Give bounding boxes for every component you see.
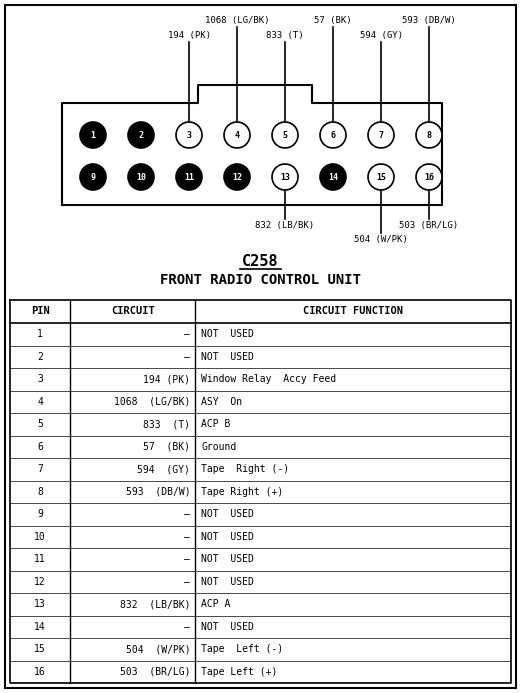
Text: Tape Left (+): Tape Left (+) xyxy=(202,667,278,677)
Text: 6: 6 xyxy=(37,441,43,452)
Text: 9: 9 xyxy=(91,173,95,182)
Text: 10: 10 xyxy=(34,532,46,542)
Text: 9: 9 xyxy=(37,509,43,519)
Text: 12: 12 xyxy=(232,173,242,182)
Text: 16: 16 xyxy=(34,667,46,677)
Text: CIRCUIT FUNCTION: CIRCUIT FUNCTION xyxy=(303,306,403,317)
Text: 1: 1 xyxy=(37,329,43,340)
Text: FRONT RADIO CONTROL UNIT: FRONT RADIO CONTROL UNIT xyxy=(159,273,361,287)
Text: 13: 13 xyxy=(34,599,46,609)
Text: Tape  Left (-): Tape Left (-) xyxy=(202,644,283,654)
Circle shape xyxy=(224,122,250,148)
Text: 504  (W/PK): 504 (W/PK) xyxy=(126,644,190,654)
Text: C258: C258 xyxy=(242,254,278,268)
Text: ASY  On: ASY On xyxy=(202,397,242,407)
Text: 593  (DB/W): 593 (DB/W) xyxy=(126,486,190,497)
Text: CIRCUIT: CIRCUIT xyxy=(111,306,155,317)
Text: 15: 15 xyxy=(376,173,386,182)
Text: 832  (LB/BK): 832 (LB/BK) xyxy=(120,599,190,609)
Text: —: — xyxy=(184,577,190,587)
Text: Tape Right (+): Tape Right (+) xyxy=(202,486,283,497)
Text: NOT  USED: NOT USED xyxy=(202,622,254,632)
Text: —: — xyxy=(184,509,190,519)
Text: 2: 2 xyxy=(37,352,43,362)
Circle shape xyxy=(128,164,154,190)
Text: 10: 10 xyxy=(136,173,146,182)
Text: 194 (PK): 194 (PK) xyxy=(167,31,210,40)
Text: Tape  Right (-): Tape Right (-) xyxy=(202,464,290,474)
Text: 194 (PK): 194 (PK) xyxy=(143,374,190,384)
Text: NOT  USED: NOT USED xyxy=(202,532,254,542)
Text: 833  (T): 833 (T) xyxy=(143,419,190,429)
Text: —: — xyxy=(184,532,190,542)
Text: 15: 15 xyxy=(34,644,46,654)
Text: 13: 13 xyxy=(280,173,290,182)
Text: —: — xyxy=(184,352,190,362)
Circle shape xyxy=(128,122,154,148)
Circle shape xyxy=(416,122,442,148)
Text: NOT  USED: NOT USED xyxy=(202,577,254,587)
Circle shape xyxy=(320,164,346,190)
Text: 8: 8 xyxy=(427,130,431,139)
Circle shape xyxy=(320,122,346,148)
Text: 594  (GY): 594 (GY) xyxy=(138,464,190,474)
Text: 6: 6 xyxy=(330,130,336,139)
Text: 14: 14 xyxy=(34,622,46,632)
Text: 3: 3 xyxy=(187,130,192,139)
Text: 14: 14 xyxy=(328,173,338,182)
Text: 594 (GY): 594 (GY) xyxy=(359,31,403,40)
Text: NOT  USED: NOT USED xyxy=(202,329,254,340)
Text: 57 (BK): 57 (BK) xyxy=(314,16,352,25)
Text: 504 (W/PK): 504 (W/PK) xyxy=(354,235,408,244)
Circle shape xyxy=(368,164,394,190)
Circle shape xyxy=(368,122,394,148)
Text: PIN: PIN xyxy=(31,306,49,317)
Text: 5: 5 xyxy=(37,419,43,429)
Circle shape xyxy=(176,164,202,190)
Text: 7: 7 xyxy=(378,130,383,139)
Text: 16: 16 xyxy=(424,173,434,182)
Circle shape xyxy=(80,164,106,190)
Text: 832 (LB/BK): 832 (LB/BK) xyxy=(255,221,315,230)
Circle shape xyxy=(176,122,202,148)
Text: 503 (BR/LG): 503 (BR/LG) xyxy=(400,221,458,230)
Text: 4: 4 xyxy=(234,130,240,139)
Text: —: — xyxy=(184,329,190,340)
Text: 57  (BK): 57 (BK) xyxy=(143,441,190,452)
Text: 11: 11 xyxy=(184,173,194,182)
Circle shape xyxy=(416,164,442,190)
Text: Window Relay  Accy Feed: Window Relay Accy Feed xyxy=(202,374,337,384)
Text: —: — xyxy=(184,622,190,632)
Text: 4: 4 xyxy=(37,397,43,407)
Text: 3: 3 xyxy=(37,374,43,384)
Text: NOT  USED: NOT USED xyxy=(202,509,254,519)
Text: ACP A: ACP A xyxy=(202,599,231,609)
Circle shape xyxy=(80,122,106,148)
Text: NOT  USED: NOT USED xyxy=(202,554,254,564)
Text: NOT  USED: NOT USED xyxy=(202,352,254,362)
Text: 2: 2 xyxy=(139,130,143,139)
Circle shape xyxy=(272,122,298,148)
Text: ACP B: ACP B xyxy=(202,419,231,429)
Text: 1068  (LG/BK): 1068 (LG/BK) xyxy=(114,397,190,407)
Text: 12: 12 xyxy=(34,577,46,587)
Text: 503  (BR/LG): 503 (BR/LG) xyxy=(120,667,190,677)
Text: 5: 5 xyxy=(282,130,288,139)
Text: 11: 11 xyxy=(34,554,46,564)
Text: Ground: Ground xyxy=(202,441,237,452)
Text: 7: 7 xyxy=(37,464,43,474)
Text: 1068 (LG/BK): 1068 (LG/BK) xyxy=(205,16,269,25)
Text: 8: 8 xyxy=(37,486,43,497)
Circle shape xyxy=(272,164,298,190)
Text: 1: 1 xyxy=(91,130,95,139)
Text: —: — xyxy=(184,554,190,564)
Circle shape xyxy=(224,164,250,190)
Text: 593 (DB/W): 593 (DB/W) xyxy=(402,16,456,25)
Text: 833 (T): 833 (T) xyxy=(266,31,304,40)
